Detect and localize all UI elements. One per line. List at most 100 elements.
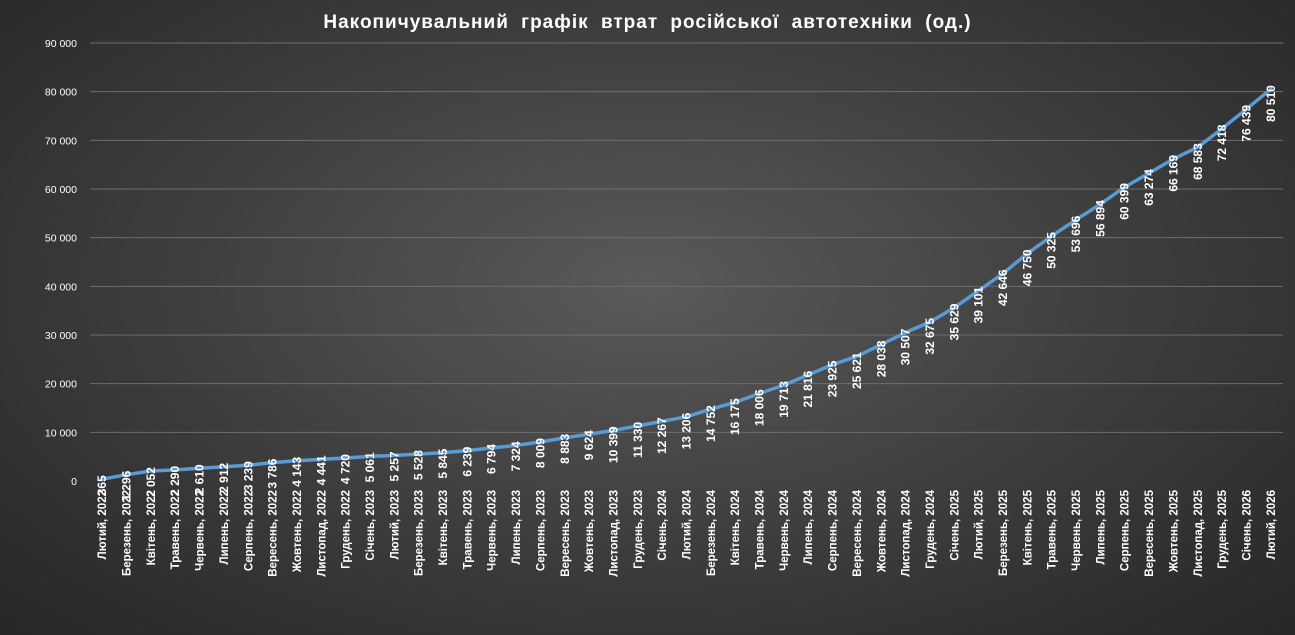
y-tick-label: 30 000	[45, 330, 77, 342]
x-tick-label: Липень, 2024	[803, 489, 815, 564]
x-tick-label: Січень, 2026	[1241, 490, 1253, 561]
data-labels: 365 1 296 2 052 2 290 2 610 2 912 3 239 3 786 4 …	[95, 85, 1278, 501]
y-tick-label: 40 000	[45, 281, 77, 293]
x-tick-label: Грудень, 2022	[341, 490, 353, 569]
x-tick-label: Травень, 2023	[462, 490, 474, 569]
gridlines	[90, 42, 1283, 433]
x-tick-label: Червень, 2022	[195, 490, 207, 571]
x-tick-label: Лютий, 2026	[1266, 490, 1278, 559]
x-tick-label: Грудень, 2024	[925, 489, 937, 568]
data-label: 6 794	[485, 444, 499, 474]
x-tick-label: Листопад, 2022	[316, 490, 328, 577]
data-label: 12 267	[655, 417, 669, 454]
y-tick-label: 80 000	[45, 87, 77, 99]
data-label: 3 239	[241, 461, 255, 491]
x-tick-label: Лютий, 2024	[682, 489, 694, 559]
x-tick-label: Травень, 2022	[170, 490, 182, 569]
y-axis-ticks: 0 10 000 20 000 30 000 40 000 50 000 60 000 70 …	[45, 38, 77, 488]
x-tick-label: Квітень, 2024	[730, 489, 742, 565]
data-label: 66 169	[1166, 155, 1180, 192]
x-tick-label: Вересень, 2024	[852, 489, 864, 576]
y-tick-label: 70 000	[45, 135, 77, 147]
data-label: 4 720	[339, 454, 353, 484]
x-tick-label: Червень, 2025	[1071, 489, 1083, 570]
x-tick-label: Березень, 2023	[414, 490, 426, 576]
data-label: 18 006	[753, 389, 767, 426]
y-tick-label: 10 000	[45, 427, 77, 439]
x-tick-label: Жовтень, 2024	[876, 489, 888, 573]
x-tick-label: Вересень, 2023	[560, 490, 572, 577]
y-tick-label: 90 000	[45, 38, 77, 50]
y-tick-label: 20 000	[45, 379, 77, 391]
data-label: 63 274	[1142, 169, 1156, 206]
x-tick-label: Лютий, 2025	[974, 489, 986, 559]
data-label: 28 038	[874, 340, 888, 377]
data-label: 19 713	[777, 381, 791, 418]
x-tick-label: Березень, 2024	[706, 489, 718, 576]
data-label: 3 786	[266, 458, 280, 488]
x-tick-label: Серпень, 2023	[535, 490, 547, 571]
data-label: 9 624	[582, 430, 596, 460]
data-label: 4 441	[314, 455, 328, 485]
data-label: 76 439	[1239, 105, 1253, 142]
x-tick-label: Лютий, 2022	[97, 490, 109, 559]
data-label: 42 646	[996, 269, 1010, 306]
x-tick-label: Травень, 2024	[755, 489, 767, 569]
x-tick-label: Листопад, 2023	[608, 490, 620, 577]
x-tick-label: Березень, 2022	[122, 490, 134, 576]
series-line-path	[100, 87, 1273, 481]
x-tick-label: Січень, 2025	[949, 489, 961, 560]
data-label: 56 894	[1093, 200, 1107, 237]
x-tick-label: Грудень, 2023	[633, 490, 645, 569]
x-tick-label: Жовтень, 2025	[1168, 489, 1180, 573]
data-label: 7 324	[509, 441, 523, 471]
data-label: 72 418	[1215, 124, 1229, 161]
data-label: 13 206	[680, 412, 694, 449]
x-tick-label: Жовтень, 2023	[584, 490, 596, 573]
x-tick-label: Серпень, 2024	[828, 489, 840, 571]
x-tick-label: Листопад, 2025	[1193, 489, 1205, 576]
data-label: 1 296	[120, 470, 134, 500]
data-label: 39 101	[972, 286, 986, 323]
data-label: 2 912	[217, 463, 231, 493]
x-tick-label: Серпень, 2025	[1120, 489, 1132, 571]
data-label: 10 399	[606, 426, 620, 463]
x-tick-label: Квітень, 2025	[1022, 489, 1034, 565]
series-line	[100, 87, 1273, 481]
data-label: 35 629	[947, 303, 961, 340]
data-label: 2 610	[193, 464, 207, 494]
y-tick-label: 0	[71, 476, 77, 488]
data-label: 60 399	[1118, 183, 1132, 220]
data-label: 4 143	[290, 457, 304, 487]
data-label: 21 816	[801, 371, 815, 408]
x-tick-label: Вересень, 2022	[268, 490, 280, 577]
x-tick-label: Січень, 2024	[657, 489, 669, 560]
x-tick-label: Березень, 2025	[998, 489, 1010, 576]
x-axis-ticks: Лютий, 2022 Березень, 2022 Квітень, 2022 Тр…	[97, 489, 1278, 576]
data-label: 16 175	[728, 398, 742, 435]
x-tick-label: Серпень, 2022	[243, 490, 255, 571]
data-label: 32 675	[923, 318, 937, 355]
data-label: 5 528	[412, 450, 426, 480]
data-label: 80 510	[1264, 85, 1278, 122]
data-label: 50 325	[1045, 232, 1059, 269]
data-label: 14 752	[704, 405, 718, 442]
data-label: 6 239	[460, 446, 474, 476]
chart-title: Накопичувальний графік втрат російської …	[323, 12, 972, 33]
data-label: 8 883	[558, 433, 572, 463]
x-tick-label: Грудень, 2025	[1217, 489, 1229, 568]
data-label: 11 330	[631, 422, 645, 458]
x-tick-label: Липень, 2023	[511, 490, 523, 564]
y-tick-label: 50 000	[45, 233, 77, 245]
x-tick-label: Червень, 2024	[779, 489, 791, 570]
x-tick-label: Лютий, 2023	[389, 490, 401, 559]
data-label: 46 750	[1020, 249, 1034, 286]
y-tick-label: 60 000	[45, 184, 77, 196]
data-label: 25 621	[850, 352, 864, 389]
data-label: 5 061	[363, 452, 377, 482]
data-label: 2 290	[168, 466, 182, 496]
x-tick-label: Травень, 2025	[1047, 489, 1059, 569]
data-label: 365	[95, 475, 109, 495]
